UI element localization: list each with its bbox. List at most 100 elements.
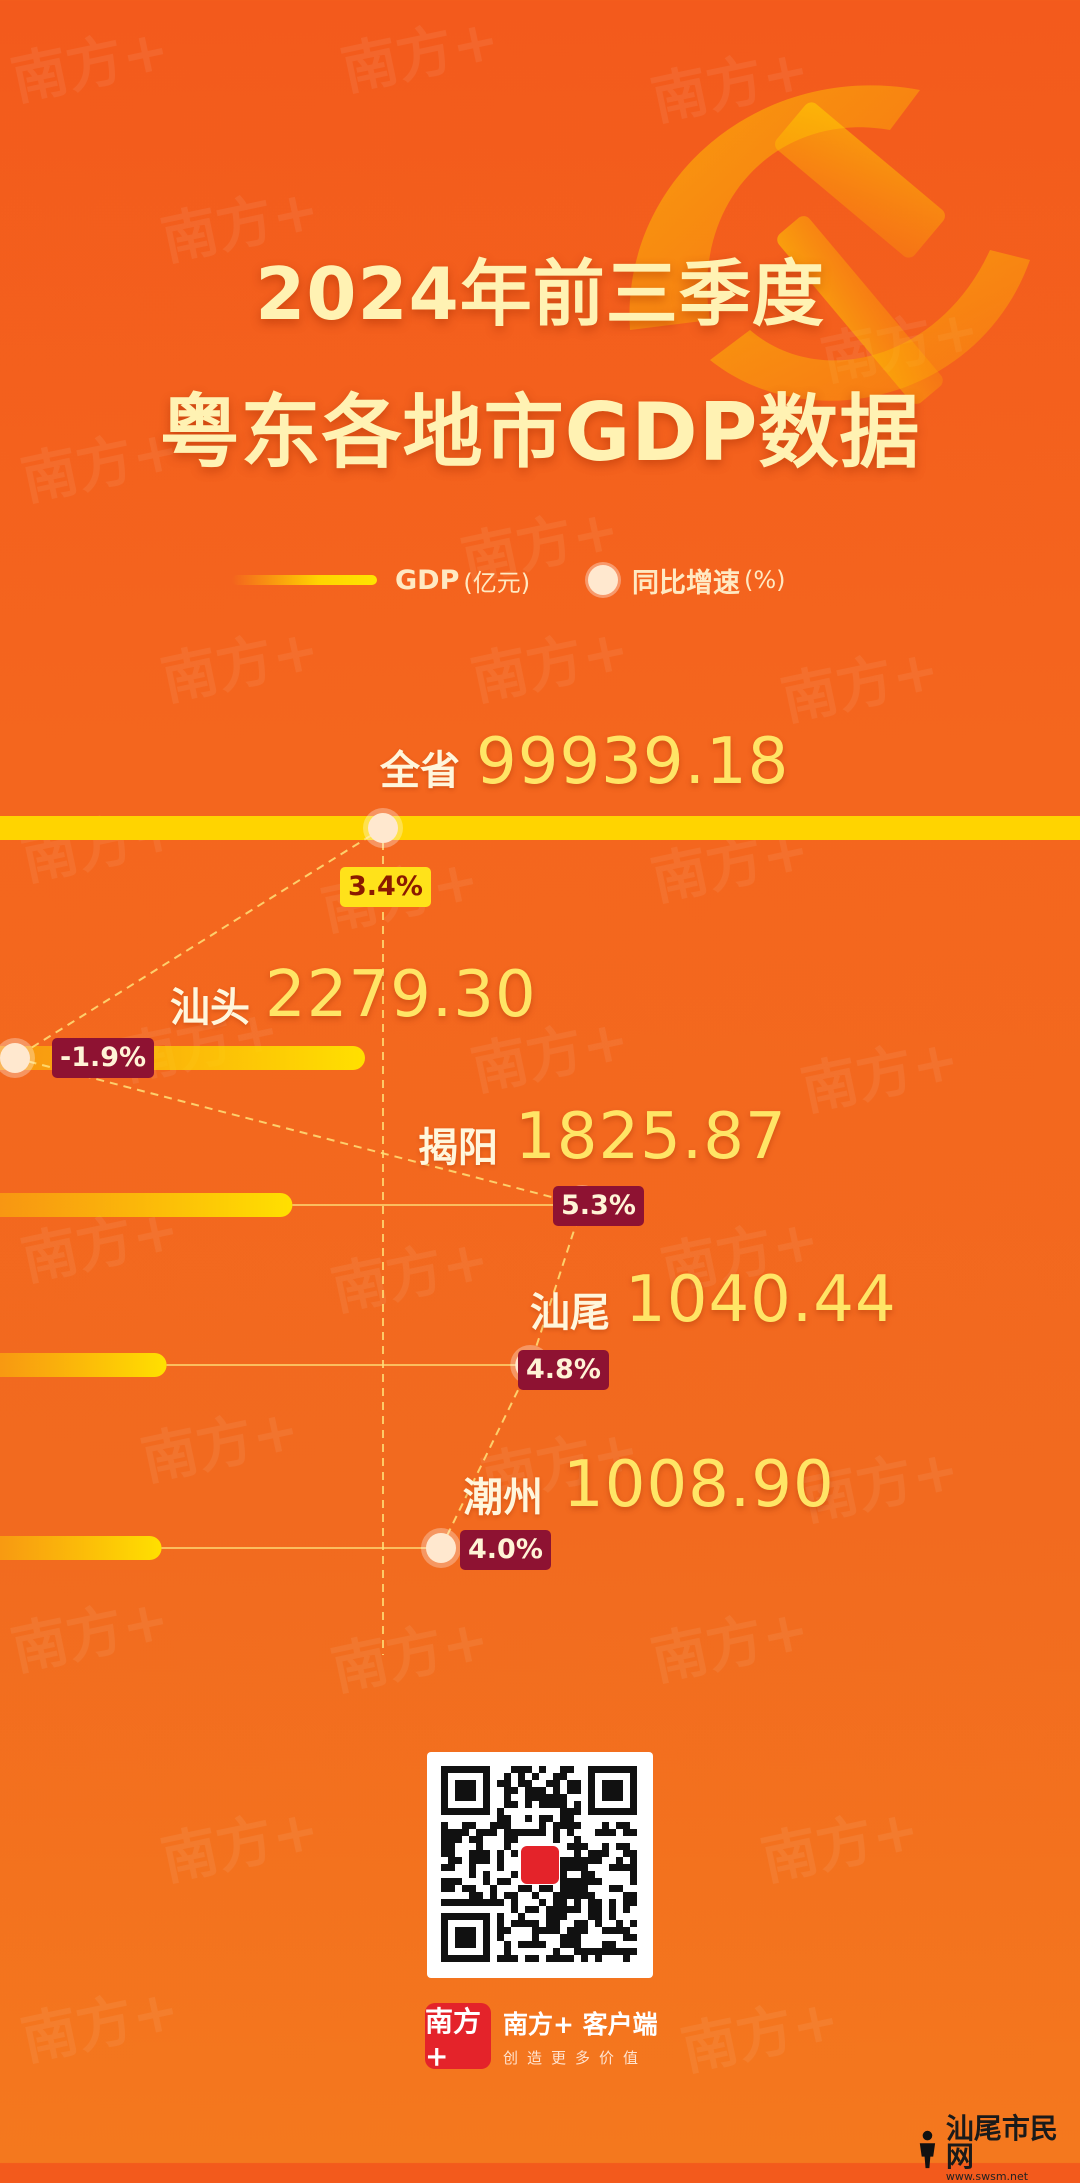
qr-module: [609, 1941, 616, 1948]
qr-module: [609, 1927, 616, 1934]
qr-module: [511, 1801, 518, 1808]
site-watermark: 汕尾市民网 www.swsm.net: [915, 2115, 1080, 2183]
qr-module: [581, 1927, 588, 1934]
qr-module: [525, 1955, 532, 1962]
brand-slogan: 创造更多价值: [503, 2048, 648, 2067]
qr-module: [497, 1920, 504, 1927]
qr-finder: [455, 1780, 476, 1801]
growth-rate-tag: -1.9%: [52, 1038, 155, 1078]
qr-module: [602, 1927, 609, 1934]
qr-module: [532, 1794, 539, 1801]
qr-module: [497, 1822, 504, 1829]
qr-module: [462, 1829, 469, 1836]
qr-module: [560, 1941, 567, 1948]
qr-module: [441, 1829, 448, 1836]
qr-module: [623, 1955, 630, 1962]
gdp-value-label: 2279.30: [265, 958, 537, 1032]
qr-module: [574, 1808, 581, 1815]
qr-module: [497, 1927, 504, 1934]
qr-finder: [602, 1780, 623, 1801]
qr-module: [623, 1843, 630, 1850]
qr-module: [504, 1780, 511, 1787]
qr-module: [469, 1892, 476, 1899]
qr-module: [567, 1878, 574, 1885]
qr-module: [588, 1878, 595, 1885]
site-url: www.swsm.net: [945, 2170, 1029, 2183]
qr-module: [553, 1773, 560, 1780]
qr-module: [525, 1941, 532, 1948]
qr-module: [616, 1920, 623, 1927]
growth-dot: [368, 813, 398, 843]
qr-module: [518, 1920, 525, 1927]
qr-module: [469, 1822, 476, 1829]
qr-module: [553, 1787, 560, 1794]
qr-module: [455, 1878, 462, 1885]
qr-module: [574, 1822, 581, 1829]
qr-module: [574, 1836, 581, 1843]
qr-module: [630, 1948, 637, 1955]
qr-code[interactable]: [427, 1752, 653, 1978]
qr-module: [448, 1864, 455, 1871]
qr-module: [469, 1871, 476, 1878]
qr-module: [616, 1885, 623, 1892]
bar-3: [0, 1353, 167, 1377]
qr-module: [602, 1829, 609, 1836]
qr-module: [567, 1808, 574, 1815]
qr-module: [602, 1843, 609, 1850]
qr-module: [574, 1927, 581, 1934]
growth-connector: [14, 827, 384, 1059]
qr-module: [595, 1920, 602, 1927]
qr-module: [609, 1948, 616, 1955]
qr-module: [441, 1850, 448, 1857]
qr-module: [602, 1948, 609, 1955]
qr-module: [476, 1850, 483, 1857]
qr-module: [469, 1857, 476, 1864]
qr-module: [553, 1906, 560, 1913]
qr-module: [504, 1801, 511, 1808]
qr-module: [546, 1794, 553, 1801]
qr-module: [511, 1899, 518, 1906]
qr-module: [483, 1871, 490, 1878]
qr-module: [567, 1822, 574, 1829]
qr-module: [602, 1822, 609, 1829]
qr-module: [539, 1885, 546, 1892]
qr-module: [553, 1899, 560, 1906]
qr-module: [609, 1899, 616, 1906]
qr-module: [602, 1941, 609, 1948]
qr-module: [560, 1794, 567, 1801]
bar-full-province: [0, 816, 1080, 840]
qr-module: [567, 1829, 574, 1836]
qr-module: [560, 1808, 567, 1815]
qr-module: [483, 1878, 490, 1885]
qr-module: [504, 1815, 511, 1822]
qr-module: [497, 1850, 504, 1857]
gdp-value-label: 1008.90: [563, 1448, 835, 1522]
qr-module: [623, 1829, 630, 1836]
qr-module: [511, 1892, 518, 1899]
qr-module: [560, 1766, 567, 1773]
qr-module: [511, 1766, 518, 1773]
qr-module: [560, 1906, 567, 1913]
qr-module: [525, 1766, 532, 1773]
qr-module: [588, 1857, 595, 1864]
qr-module: [560, 1899, 567, 1906]
legend-growth-label: 同比增速: [632, 567, 740, 599]
qr-module: [469, 1864, 476, 1871]
qr-code-icon: [441, 1766, 637, 1962]
qr-module: [441, 1878, 448, 1885]
qr-module: [504, 1836, 511, 1843]
city-label: 汕尾: [530, 1290, 610, 1336]
qr-module: [553, 1836, 560, 1843]
qr-module: [588, 1913, 595, 1920]
qr-module: [469, 1885, 476, 1892]
qr-module: [581, 1857, 588, 1864]
qr-module: [588, 1899, 595, 1906]
growth-connector: [529, 1204, 584, 1366]
brand-footer: 南方+ 南方+ 客户端 创造更多价值: [425, 2003, 658, 2073]
qr-module: [497, 1808, 504, 1815]
qr-module: [574, 1864, 581, 1871]
qr-module: [441, 1843, 448, 1850]
qr-module: [595, 1850, 602, 1857]
legend-gdp: GDP (亿元): [232, 560, 530, 600]
qr-module: [546, 1927, 553, 1934]
